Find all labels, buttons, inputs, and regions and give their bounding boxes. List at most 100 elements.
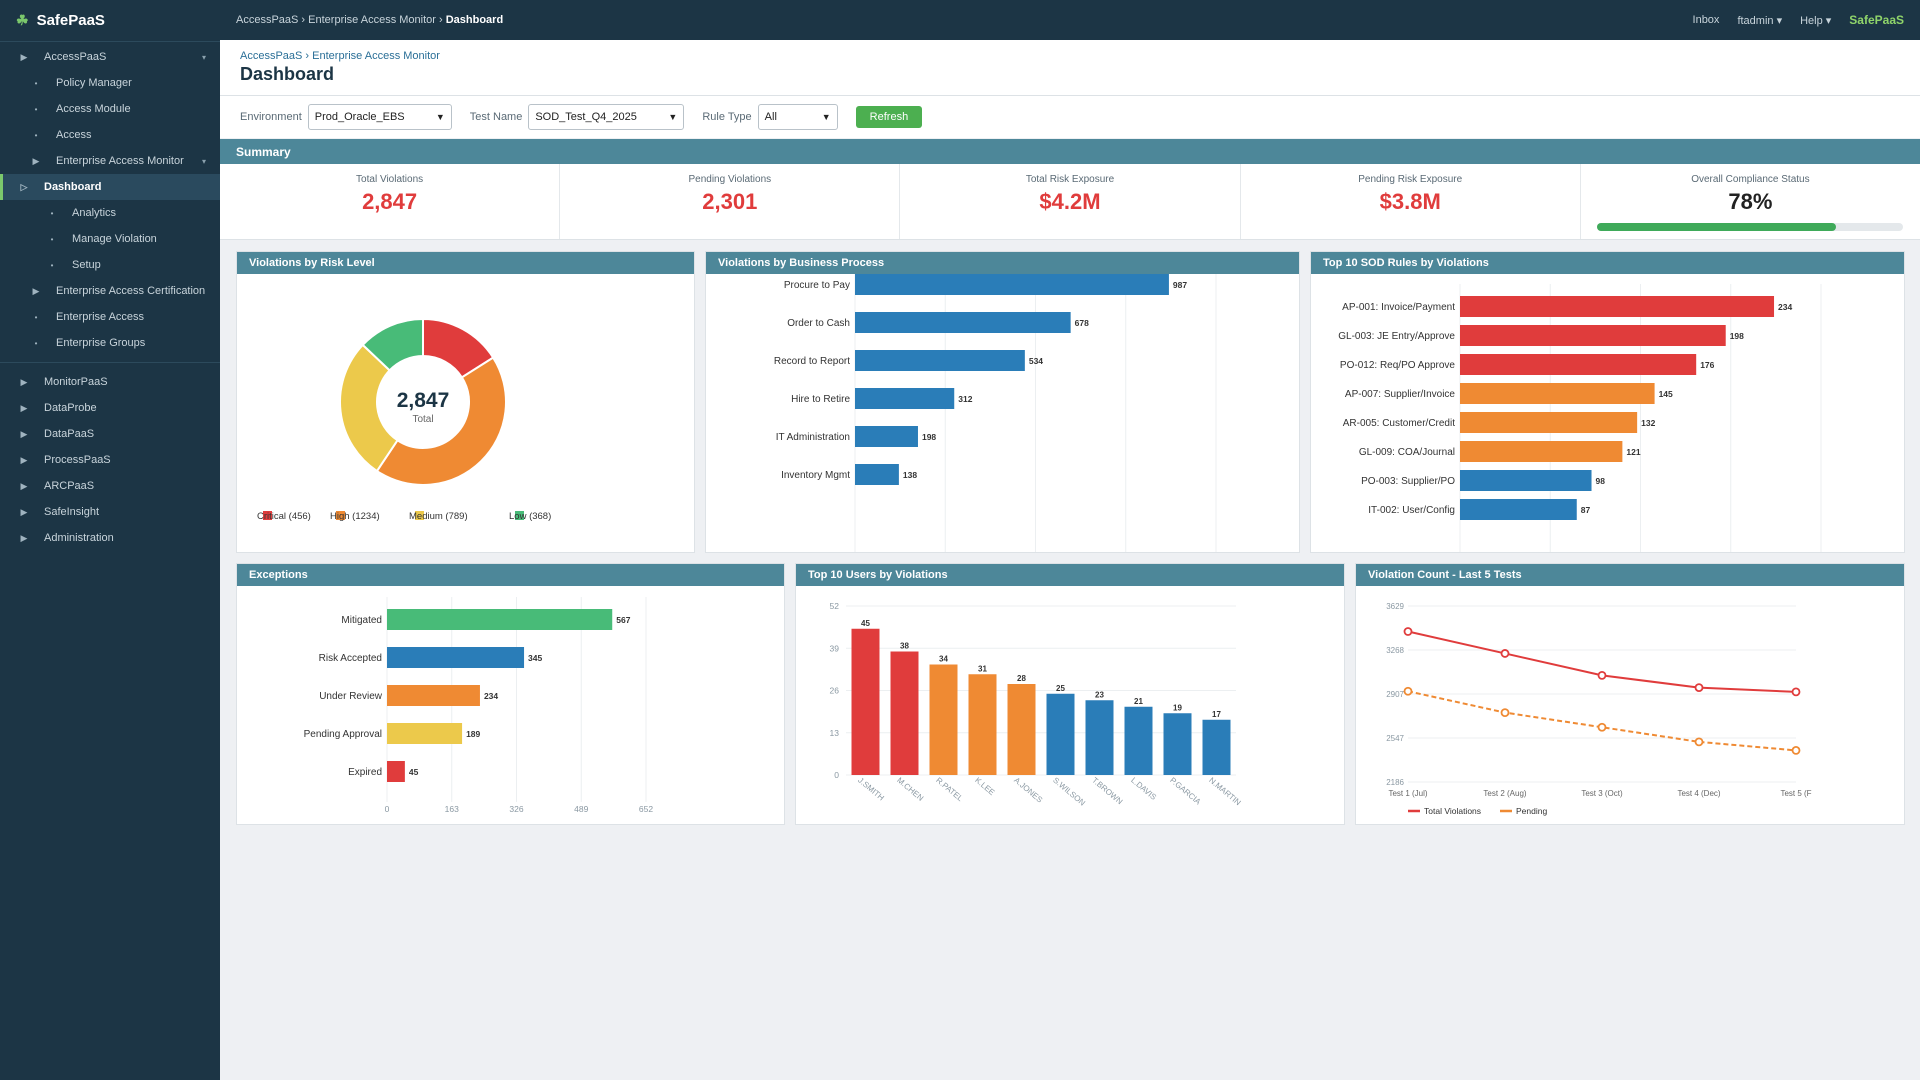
bar bbox=[1460, 412, 1638, 433]
category-label: PO-012: Req/PO Approve bbox=[1340, 360, 1456, 371]
sidebar-item-processpaas[interactable]: ▶ ProcessPaaS bbox=[0, 447, 220, 473]
bar bbox=[855, 426, 918, 447]
sidebar-item-analytics[interactable]: • Analytics bbox=[0, 200, 220, 226]
sidebar-item-dataprobe[interactable]: ▶ DataProbe bbox=[0, 395, 220, 421]
environment-select[interactable]: Prod_Oracle_EBS ▼ bbox=[307, 104, 452, 130]
value-label: 87 bbox=[1581, 505, 1591, 515]
axis-tick-label: 3629 bbox=[1386, 602, 1404, 611]
value-label: 234 bbox=[1778, 302, 1792, 312]
axis-tick-label: 39 bbox=[830, 643, 840, 653]
category-label: Mitigated bbox=[341, 615, 382, 626]
bar bbox=[1460, 470, 1592, 491]
sidebar-item-label: ARCPaaS bbox=[44, 480, 95, 492]
x-tick-label: Test 4 (Dec) bbox=[1677, 789, 1720, 798]
legend-label: Total Violations bbox=[1424, 806, 1481, 816]
crumb-eam[interactable]: Enterprise Access Monitor bbox=[308, 14, 436, 26]
crumb-dashboard: Dashboard bbox=[445, 14, 504, 26]
data-point bbox=[1500, 708, 1510, 718]
sidebar-item-policy-manager[interactable]: • Policy Manager bbox=[0, 70, 220, 96]
series-line bbox=[1407, 630, 1797, 693]
rule-type-select[interactable]: All ▼ bbox=[757, 104, 838, 130]
data-point bbox=[1694, 683, 1704, 692]
axis-tick-label: 326 bbox=[509, 804, 523, 814]
play-icon: ▶ bbox=[20, 51, 28, 62]
bar bbox=[1124, 706, 1153, 775]
data-point bbox=[1500, 649, 1510, 658]
sidebar-item-arcpaas[interactable]: ▶ ARCPaaS bbox=[0, 473, 220, 499]
category-label: Record to Report bbox=[774, 356, 850, 367]
bar bbox=[1460, 441, 1623, 462]
sidebar-item-access-module[interactable]: • Access Module bbox=[0, 96, 220, 122]
bar bbox=[855, 350, 1025, 371]
kpi-value: 2,847 bbox=[362, 189, 418, 214]
value-label: 121 bbox=[1626, 447, 1640, 457]
value-label: 176 bbox=[1700, 360, 1714, 370]
breadcrumb-eam[interactable]: Enterprise Access Monitor bbox=[312, 50, 440, 62]
bar bbox=[387, 761, 405, 782]
sidebar-item-dashboard[interactable]: ▷ Dashboard bbox=[0, 174, 220, 200]
category-label: N.MARTIN bbox=[1207, 776, 1242, 808]
value-label: 678 bbox=[1075, 318, 1089, 328]
bar bbox=[387, 647, 525, 668]
axis-tick-label: 3268 bbox=[1386, 646, 1404, 655]
sidebar-item-datapaas[interactable]: ▶ DataPaaS bbox=[0, 421, 220, 447]
category-label: Inventory Mgmt bbox=[781, 470, 850, 481]
panel-title: Top 10 SOD Rules by Violations bbox=[1311, 252, 1904, 274]
test-name-select[interactable]: SOD_Test_Q4_2025 ▼ bbox=[528, 104, 685, 130]
value-label: 45 bbox=[861, 619, 870, 628]
sidebar-item-accesspaas[interactable]: ▶ AccessPaaS ▾ bbox=[0, 44, 220, 70]
sidebar-item-label: MonitorPaaS bbox=[44, 376, 108, 388]
value-label: 534 bbox=[1029, 356, 1043, 366]
bar bbox=[1460, 325, 1726, 346]
series-line bbox=[1407, 690, 1797, 752]
sidebar-item-monitorpaas[interactable]: ▶ MonitorPaaS bbox=[0, 369, 220, 395]
x-tick-label: Test 3 (Oct) bbox=[1581, 789, 1623, 798]
sidebar-item-access[interactable]: • Access bbox=[0, 122, 220, 148]
sidebar-item-enterprise-access-certification[interactable]: ▶ Enterprise Access Certification bbox=[0, 278, 220, 304]
sidebar-item-enterprise-access-monitor[interactable]: ▶ Enterprise Access Monitor ▾ bbox=[0, 148, 220, 174]
data-point bbox=[1694, 737, 1704, 747]
inbox-link[interactable]: Inbox bbox=[1692, 14, 1720, 26]
test-name-label: Test Name bbox=[469, 111, 523, 123]
bar bbox=[1007, 684, 1036, 775]
sidebar-item-setup[interactable]: • Setup bbox=[0, 252, 220, 278]
sidebar-item-administration[interactable]: ▶ Administration bbox=[0, 525, 220, 551]
bar bbox=[855, 312, 1071, 333]
bar bbox=[387, 723, 463, 744]
sidebar-item-enterprise-access[interactable]: • Enterprise Access bbox=[0, 304, 220, 330]
category-label: Risk Accepted bbox=[319, 653, 382, 664]
kpi-total-risk-exposure: Total Risk Exposure $4.2M bbox=[900, 164, 1241, 239]
panel-violation-trend: Violation Count - Last 5 Tests 2186 2547 29… bbox=[1355, 563, 1905, 825]
category-label: R.PATEL bbox=[934, 776, 965, 804]
rule-type-label: Rule Type bbox=[702, 111, 752, 123]
bar bbox=[1460, 354, 1697, 375]
sidebar-item-manage-violation[interactable]: • Manage Violation bbox=[0, 226, 220, 252]
legend-label: Critical (456) bbox=[257, 511, 311, 522]
bar bbox=[387, 609, 613, 630]
environment-label: Environment bbox=[240, 111, 302, 123]
user-menu[interactable]: ftadmin ▾ bbox=[1737, 14, 1783, 27]
sidebar-item-label: Access Module bbox=[56, 103, 131, 115]
summary-header: Summary bbox=[220, 139, 1920, 164]
help-menu[interactable]: Help ▾ bbox=[1800, 14, 1832, 27]
category-label: PO-003: Supplier/PO bbox=[1361, 476, 1455, 487]
sidebar-item-safeinsight[interactable]: ▶ SafeInsight bbox=[0, 499, 220, 525]
category-label: GL-009: COA/Journal bbox=[1359, 447, 1455, 458]
brand[interactable]: ☘ SafePaaS bbox=[0, 0, 220, 42]
value-label: 345 bbox=[528, 653, 542, 663]
value-label: 28 bbox=[1017, 674, 1026, 683]
panel-title: Violations by Risk Level bbox=[237, 252, 694, 274]
value-label: 567 bbox=[616, 615, 630, 625]
breadcrumb-accesspaas[interactable]: AccessPaaS bbox=[240, 50, 303, 62]
refresh-button[interactable]: Refresh bbox=[855, 106, 923, 128]
category-label: AR-005: Customer/Credit bbox=[1343, 418, 1455, 429]
value-label: 189 bbox=[466, 729, 480, 739]
sidebar: ☘ SafePaaS ▶ AccessPaaS ▾ • Policy Manager • Ac… bbox=[0, 0, 220, 1080]
sidebar-item-enterprise-groups[interactable]: • Enterprise Groups bbox=[0, 330, 220, 356]
value-label: 31 bbox=[978, 664, 987, 673]
category-label: Expired bbox=[348, 767, 382, 778]
crumb-accesspaas[interactable]: AccessPaaS bbox=[236, 14, 299, 26]
chevron-down-icon: ▼ bbox=[821, 112, 831, 122]
kpi-label: Overall Compliance Status bbox=[1691, 174, 1810, 185]
